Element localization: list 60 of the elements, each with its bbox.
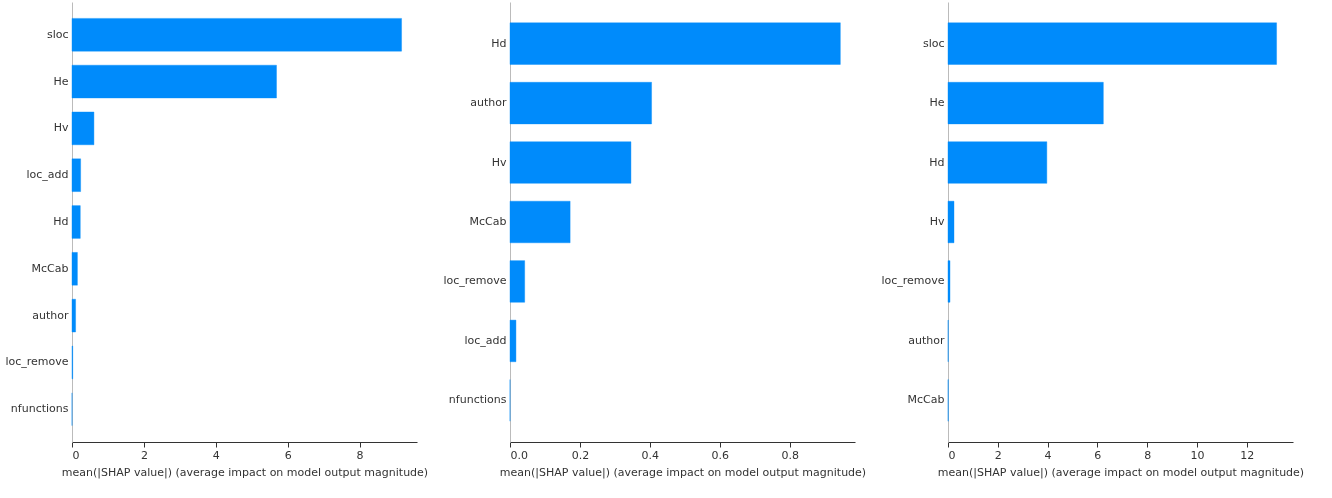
bar: [509, 260, 526, 303]
y-tick-label: Hv: [929, 215, 945, 228]
bar: [509, 141, 632, 184]
y-tick-label: loc_add: [26, 168, 69, 182]
x-tick-label: 4: [212, 448, 220, 462]
bar: [509, 22, 841, 65]
x-tick-label: 0.4: [641, 448, 660, 462]
bar: [71, 64, 277, 99]
y-tick-label: loc_remove: [881, 274, 945, 288]
y-tick-label: McCab: [31, 261, 69, 275]
x-tick-label: 8: [1144, 448, 1152, 462]
y-tick-label: author: [470, 96, 507, 110]
y-tick-label: sloc: [922, 36, 945, 50]
bar: [71, 111, 95, 146]
bar: [71, 251, 78, 286]
bar: [71, 298, 77, 333]
y-tick-label: nfunctions: [448, 393, 507, 407]
x-tick-label: 12: [1240, 448, 1255, 462]
bar: [71, 17, 403, 52]
x-tick-label: 0.2: [571, 448, 590, 462]
bar: [947, 22, 1278, 65]
y-tick-label: nfunctions: [10, 402, 69, 416]
bar: [71, 158, 82, 193]
x-tick-label: 2: [994, 448, 1002, 462]
y-tick-label: He: [929, 96, 945, 110]
y-tick-label: Hd: [53, 215, 69, 228]
x-axis-title: mean(|SHAP value|) (average impact on model output magnitude): [499, 465, 867, 479]
x-tick-label: 0.8: [781, 448, 799, 462]
bar: [71, 205, 81, 239]
y-tick-label: author: [32, 308, 69, 322]
bar: [947, 141, 1048, 184]
x-tick-label: 6: [284, 448, 292, 462]
x-tick-label: 0.0: [510, 448, 528, 462]
y-tick-label: Hd: [929, 155, 945, 169]
x-tick-label: 2: [140, 448, 148, 462]
y-tick-label: Hv: [53, 121, 69, 135]
y-tick-label: sloc: [46, 27, 69, 41]
y-tick-label: loc_remove: [5, 355, 69, 369]
x-axis-title: mean(|SHAP value|) (average impact on model output magnitude): [61, 465, 429, 479]
y-tick-label: McCab: [469, 215, 507, 228]
x-tick-label: 0: [948, 448, 956, 462]
y-tick-label: author: [908, 333, 945, 347]
y-tick-label: He: [53, 74, 69, 88]
x-tick-label: 6: [1094, 448, 1102, 462]
y-tick-label: Hd: [491, 36, 507, 50]
x-tick-label: 4: [1044, 448, 1052, 462]
x-axis-title: mean(|SHAP value|) (average impact on model output magnitude): [937, 465, 1305, 479]
x-tick-label: 0: [72, 448, 80, 462]
x-tick-label: 0.6: [711, 448, 729, 462]
x-tick-label: 8: [356, 448, 364, 462]
bar: [947, 200, 955, 244]
bar: [509, 81, 653, 125]
y-tick-label: loc_add: [464, 333, 507, 347]
y-tick-label: McCab: [907, 393, 945, 407]
bar: [509, 319, 517, 363]
x-tick-label: 10: [1190, 448, 1205, 462]
bar: [947, 81, 1104, 125]
bar: [509, 200, 571, 244]
y-tick-label: loc_remove: [443, 274, 507, 288]
y-tick-label: Hv: [491, 155, 507, 169]
